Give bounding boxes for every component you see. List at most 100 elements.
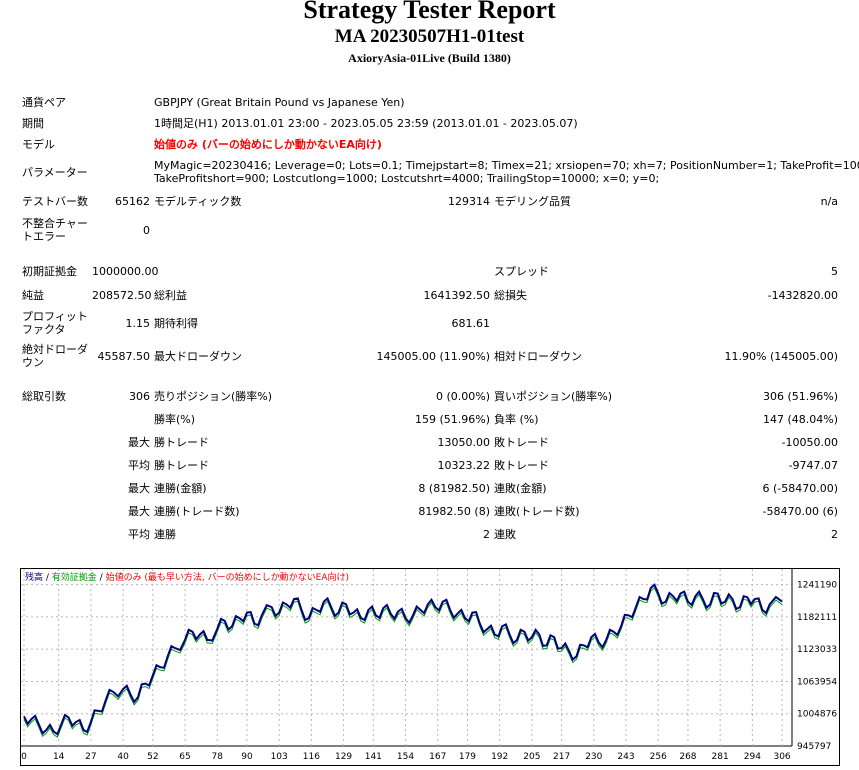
row-pf: プロフィットファクタ 1.15 期待利得 681.61 xyxy=(20,307,840,339)
quality-label: モデリング品質 xyxy=(494,194,571,208)
avg-win-label: 勝トレード xyxy=(154,459,209,472)
report-title: Strategy Tester Report xyxy=(303,0,556,24)
legend-equity: 有効証拠金 xyxy=(52,571,97,583)
avg-loss-label: 敗トレード xyxy=(494,459,549,472)
x-tick-label: 52 xyxy=(147,752,158,762)
balance-line xyxy=(23,583,783,736)
lossrate-label: 負率 (%) xyxy=(494,413,539,426)
trades-label: 総取引数 xyxy=(22,390,66,403)
row-params: パラメーター MyMagic=20230416; Leverage=0; Lot… xyxy=(20,155,859,189)
avg-cons-win-value: 2 xyxy=(483,528,490,541)
row-symbol: 通貨ペア GBPJPY (Great Britain Pound vs Japa… xyxy=(20,92,840,113)
row-winrate: 勝率(%) 159 (51.96%) 負率 (%) 147 (48.04%) xyxy=(20,408,840,431)
cons-win-cnt-value: 81982.50 (8) xyxy=(418,505,490,518)
chart-legend: 残高 / 有効証拠金 / 始値のみ (最も早い方法, バーの始めにしか動かないE… xyxy=(25,571,349,583)
expected-value: 681.61 xyxy=(451,316,491,330)
x-tick-label: 40 xyxy=(117,752,129,762)
lossrate-value: 147 (48.04%) xyxy=(763,413,839,426)
symbol-label: 通貨ペア xyxy=(22,96,66,109)
row-net: 純益 208572.50 総利益 1641392.50 総損失 -1432820… xyxy=(20,283,840,307)
largest-prefix: 最大 xyxy=(128,436,150,449)
mismatch-value: 0 xyxy=(143,223,150,237)
net-value: 208572.50 xyxy=(92,288,152,302)
broker-build: AxioryAsia-01Live (Build 1380) xyxy=(348,51,511,65)
bars-label: テストバー数 xyxy=(22,194,88,208)
winrate-value: 159 (51.96%) xyxy=(414,413,490,426)
x-tick-label: 268 xyxy=(679,752,696,762)
y-tick-label: 1063954 xyxy=(797,677,837,687)
winrate-label: 勝率(%) xyxy=(154,413,196,426)
legend-balance: 残高 xyxy=(25,571,43,583)
largest-loss-label: 敗トレード xyxy=(494,436,549,449)
avg-cons-win-label: 連勝 xyxy=(154,528,176,541)
row-cons-amount: 最大 連勝(金額) 8 (81982.50) 連敗(金額) 6 (-58470.… xyxy=(20,477,840,500)
x-tick-label: 205 xyxy=(523,752,540,762)
avg-cons-loss-label: 連敗 xyxy=(494,528,516,541)
x-tick-label: 27 xyxy=(85,752,96,762)
x-tick-label: 90 xyxy=(241,752,253,762)
row-avg-cons: 平均 連勝 2 連敗 2 xyxy=(20,523,840,546)
cons-loss-cnt-label: 連敗(トレード数) xyxy=(494,505,580,518)
cons-win-amt-label: 連勝(金額) xyxy=(154,482,207,495)
legend-sep-1: / xyxy=(43,573,52,583)
pf-value: 1.15 xyxy=(125,316,151,330)
gross-profit-label: 総利益 xyxy=(154,288,187,302)
cons-loss-amt-label: 連敗(金額) xyxy=(494,482,547,495)
report-table: 通貨ペア GBPJPY (Great Britain Pound vs Japa… xyxy=(20,92,859,546)
mismatch-label: 不整合チャートエラー xyxy=(22,217,88,243)
row-average: 平均 勝トレード 10323.22 敗トレード -9747.07 xyxy=(20,454,840,477)
x-tick-label: 167 xyxy=(429,752,446,762)
deposit-value: 1000000.00 xyxy=(92,264,159,278)
y-tick-label: 1241190 xyxy=(797,581,837,591)
spread-value: 5 xyxy=(831,264,839,278)
params-value: MyMagic=20230416; Leverage=0; Lots=0.1; … xyxy=(152,155,859,189)
y-tick-label: 945797 xyxy=(797,742,831,752)
rel-dd-label: 相対ドローダウン xyxy=(494,349,582,363)
net-label: 純益 xyxy=(22,288,44,302)
spread-label: スプレッド xyxy=(494,264,549,278)
largest-loss-value: -10050.00 xyxy=(781,436,839,449)
x-tick-label: 129 xyxy=(335,752,352,762)
row-cons-count: 最大 連勝(トレード数) 81982.50 (8) 連敗(トレード数) -584… xyxy=(20,500,840,523)
x-tick-label: 281 xyxy=(712,752,729,762)
model-value: 始値のみ (バーの始めにしか動かないEA向け) xyxy=(154,138,382,151)
row-trades: 総取引数 306 売りポジション(勝率%) 0 (0.00%) 買いポジション(… xyxy=(20,385,840,408)
x-tick-label: 256 xyxy=(650,752,667,762)
x-tick-label: 65 xyxy=(179,752,190,762)
gross-loss-value: -1432820.00 xyxy=(767,288,839,302)
x-tick-label: 179 xyxy=(459,752,476,762)
trades-value: 306 xyxy=(129,390,150,403)
gross-loss-label: 総損失 xyxy=(494,288,527,302)
cons-win-cnt-label: 連勝(トレード数) xyxy=(154,505,240,518)
max-dd-label: 最大ドローダウン xyxy=(154,349,242,363)
row-period: 期間 1時間足(H1) 2013.01.01 23:00 - 2023.05.0… xyxy=(20,113,840,134)
report-subtitle: MA 20230507H1-01test xyxy=(334,26,525,47)
chart-x-labels: 0 14 27 40 52 65 78 90 103 116 129 141 154 167 179 192 2… xyxy=(21,752,791,762)
x-tick-label: 217 xyxy=(553,752,570,762)
x-tick-label: 0 xyxy=(21,752,27,762)
model-label: モデル xyxy=(22,138,55,151)
params-line-1: MyMagic=20230416; Leverage=0; Lots=0.1; … xyxy=(154,159,859,172)
params-label: パラメーター xyxy=(22,165,88,179)
x-tick-label: 154 xyxy=(397,752,414,762)
row-largest: 最大 勝トレード 13050.00 敗トレード -10050.00 xyxy=(20,431,840,454)
row-model: モデル 始値のみ (バーの始めにしか動かないEA向け) xyxy=(20,134,840,155)
quality-value: n/a xyxy=(820,194,839,208)
cons-amount-prefix: 最大 xyxy=(128,482,150,495)
x-tick-label: 243 xyxy=(617,752,634,762)
cons-win-amt-value: 8 (81982.50) xyxy=(418,482,490,495)
chart-frame xyxy=(20,568,840,766)
y-tick-label: 1123033 xyxy=(797,645,837,655)
rel-dd-value: 11.90% (145005.00) xyxy=(724,349,839,363)
abs-dd-value: 45587.50 xyxy=(97,349,151,363)
short-label: 売りポジション(勝率%) xyxy=(154,390,273,403)
gross-profit-value: 1641392.50 xyxy=(423,288,490,302)
y-tick-label: 1182111 xyxy=(797,613,837,623)
long-label: 買いポジション(勝率%) xyxy=(494,390,613,403)
x-tick-label: 103 xyxy=(271,752,288,762)
long-value: 306 (51.96%) xyxy=(763,390,839,403)
params-line-2: TakeProfitshort=900; Lostcutlong=1000; L… xyxy=(154,172,660,185)
pf-label: プロフィットファクタ xyxy=(22,310,88,336)
cons-loss-amt-value: 6 (-58470.00) xyxy=(762,482,839,495)
average-prefix: 平均 xyxy=(128,459,150,472)
